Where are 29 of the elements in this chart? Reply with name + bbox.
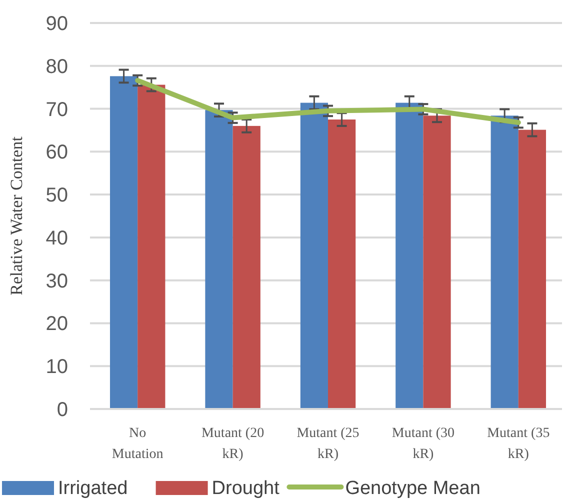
y-tick-label: 90 <box>46 13 68 35</box>
bar <box>490 116 518 409</box>
y-tick-label: 30 <box>46 270 68 292</box>
y-tick-label: 60 <box>46 142 68 164</box>
y-tick-label: 50 <box>46 184 68 207</box>
bar <box>205 110 233 409</box>
bar <box>518 130 546 409</box>
bar <box>328 120 356 409</box>
y-tick-label: 40 <box>46 227 68 250</box>
legend-label: Irrigated <box>58 478 128 499</box>
x-tick-label: Mutant (25 kR) <box>296 426 360 462</box>
y-axis-title: Relative Water Content <box>7 136 26 296</box>
y-tick-label: 0 <box>56 399 68 421</box>
y-tick-label: 10 <box>46 356 68 378</box>
bar <box>138 84 166 409</box>
legend-label: Genotype Mean <box>345 478 480 499</box>
bar <box>300 102 328 409</box>
y-tick-label: 80 <box>46 56 68 78</box>
x-tick-label: Mutant (20 kR) <box>201 426 264 462</box>
legend-label: Drought <box>212 478 280 499</box>
x-tick-label: No Mutation <box>112 426 164 462</box>
bar <box>110 76 138 409</box>
x-tick-label: Mutant (30 kR) <box>392 426 455 462</box>
bar <box>232 126 260 409</box>
y-tick-label: 20 <box>46 313 68 336</box>
bar <box>423 116 451 409</box>
y-tick-label: 70 <box>46 98 68 121</box>
x-tick-label: Mutant (35 kR) <box>487 426 550 462</box>
bar <box>396 102 424 409</box>
